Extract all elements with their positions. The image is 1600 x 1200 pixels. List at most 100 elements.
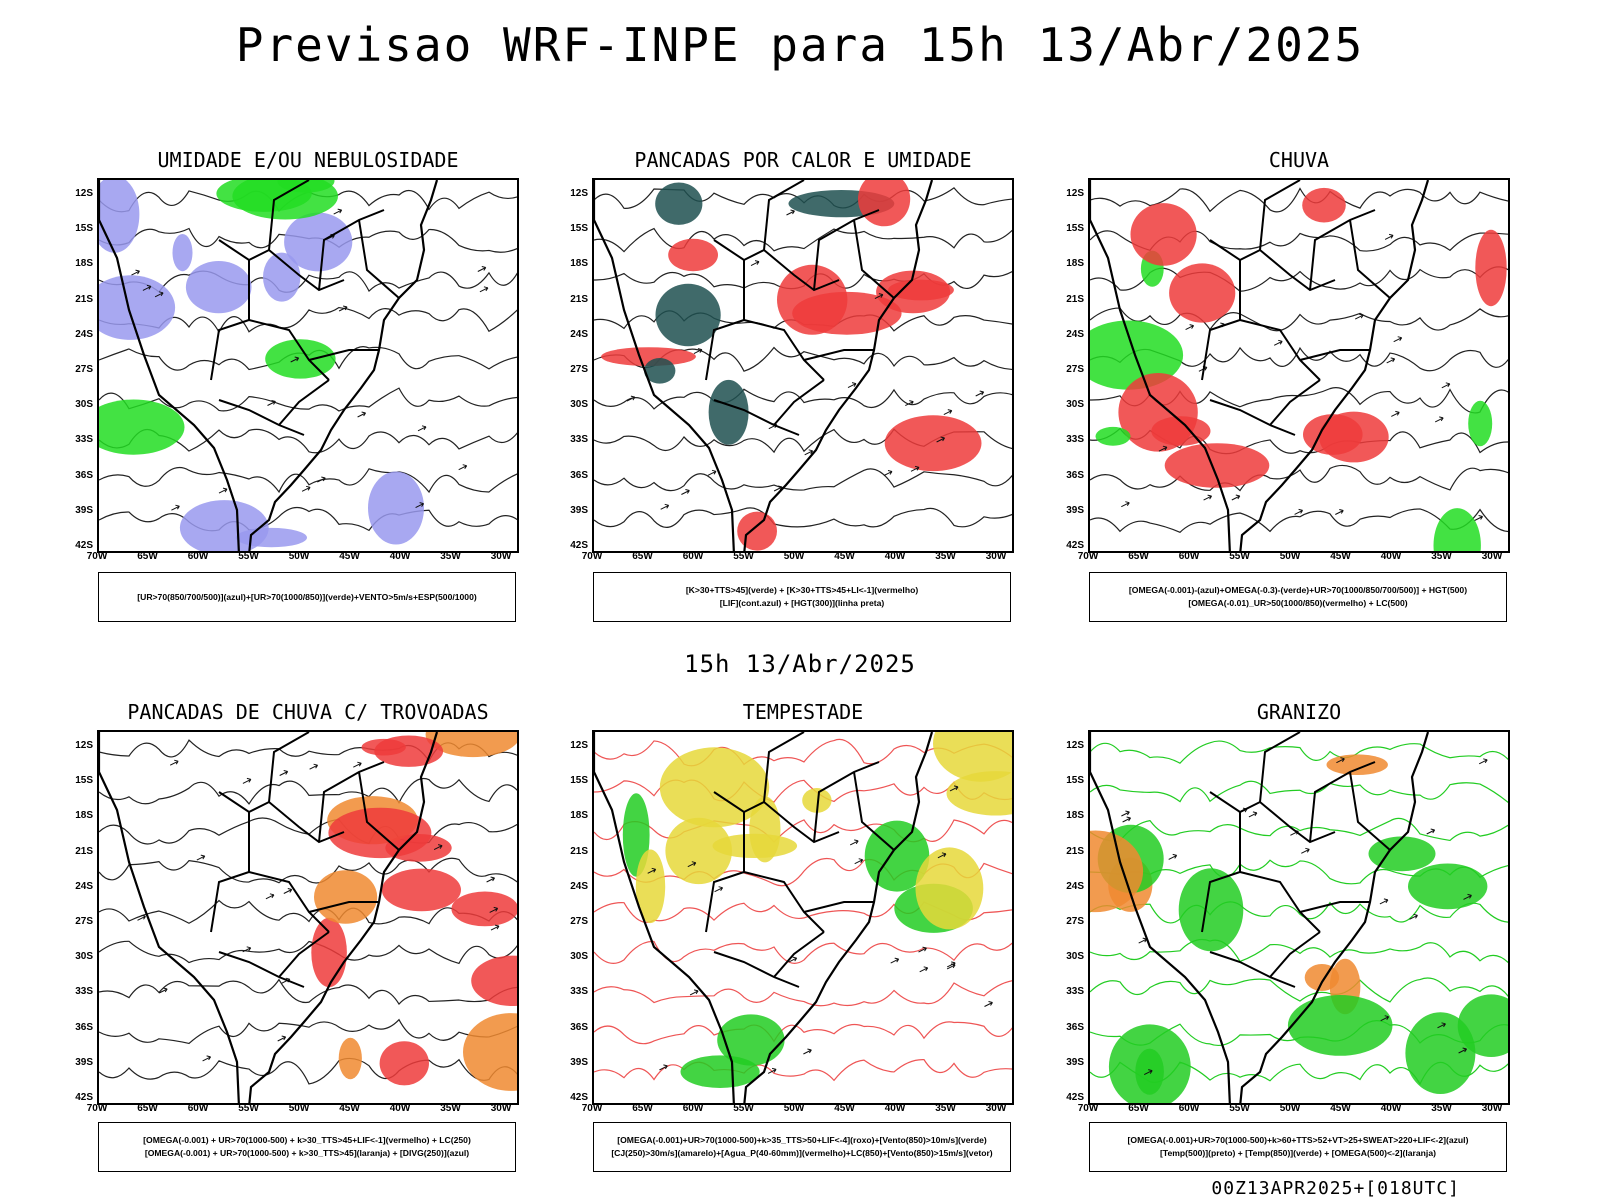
longitude-tick-label: 40W	[884, 1103, 906, 1114]
latitude-tick-label: 15S	[75, 775, 93, 787]
wind-vector	[433, 844, 443, 851]
field-area	[1475, 229, 1507, 307]
wind-vector	[131, 269, 140, 276]
latitude-tick-label: 30S	[570, 399, 588, 411]
field-area	[1130, 203, 1197, 266]
contour-line	[594, 388, 1012, 410]
field-area	[381, 868, 461, 912]
wind-vector	[1203, 494, 1213, 501]
field-area	[314, 870, 378, 924]
latitude-tick-label: 12S	[1066, 740, 1084, 751]
legend-line: [OMEGA(-0.001) + UR>70(1000-500) + k>30_…	[143, 1135, 471, 1145]
field-area	[1408, 863, 1488, 910]
wind-vector	[984, 1001, 993, 1007]
wind-vector	[946, 963, 956, 970]
wind-vector	[918, 946, 927, 953]
field-area	[232, 180, 338, 220]
wind-vector	[479, 286, 489, 293]
wind-vector	[936, 436, 946, 443]
field-area	[451, 891, 517, 927]
wind-vector	[242, 946, 252, 953]
contour-line	[1090, 307, 1508, 332]
panel-title: TEMPESTADE	[742, 700, 864, 724]
latitude-tick-label: 42S	[570, 540, 588, 551]
forecast-map	[97, 178, 519, 553]
latitude-tick-label: 27S	[1066, 364, 1084, 375]
contour-line	[99, 778, 517, 805]
contour-line	[594, 980, 1012, 1007]
field-area	[265, 339, 336, 379]
longitude-tick-label: 30W	[1481, 551, 1503, 562]
wind-vector	[804, 449, 814, 456]
longitude-tick-label: 40W	[884, 551, 906, 562]
longitude-tick-label: 50W	[783, 1103, 805, 1114]
contour-line	[594, 1021, 1012, 1045]
longitude-tick-label: 60W	[187, 1103, 209, 1114]
legend-line: [LIF](cont.azul) + [HGT(300)](linha pret…	[719, 598, 885, 608]
latitude-tick-label: 42S	[1066, 1092, 1084, 1103]
latitude-tick-label: 39S	[75, 504, 93, 516]
longitude-tick-label: 30W	[490, 1103, 512, 1114]
field-area	[876, 270, 951, 314]
map-canvas	[1090, 180, 1508, 551]
contour-line	[99, 466, 517, 494]
field-area	[601, 347, 696, 366]
wind-vector	[1185, 324, 1195, 331]
contour-line	[594, 227, 1012, 253]
latitude-tick-label: 36S	[1066, 1021, 1084, 1033]
latitude-tick-label: 36S	[75, 1021, 93, 1033]
wind-vector	[301, 485, 311, 492]
latitude-tick-label: 18S	[75, 810, 93, 822]
main-title: Previsao WRF-INPE para 15h 13/Abr/2025	[235, 18, 1365, 72]
longitude-tick-label: 70W	[86, 551, 108, 562]
field-area	[99, 399, 185, 455]
panel-title: UMIDADE E/OU NEBULOSIDADE	[157, 148, 459, 172]
latitude-tick-label: 39S	[75, 1056, 93, 1068]
longitude-tick-label: 35W	[935, 551, 956, 562]
latitude-tick-label: 15S	[570, 775, 588, 787]
contour-line	[99, 817, 517, 845]
longitude-tick-label: 70W	[1077, 551, 1099, 562]
wind-vector	[707, 469, 717, 476]
latitude-tick-label: 21S	[75, 845, 93, 857]
state-borders	[210, 180, 400, 436]
longitude-tick-label: 70W	[1077, 1103, 1099, 1114]
latitude-tick-label: 42S	[75, 540, 93, 551]
wind-vector	[486, 876, 496, 883]
contour-line	[1090, 464, 1508, 492]
panel-legend: [OMEGA(-0.001)-(azul)+OMEGA(-0.3)-(verde…	[1089, 572, 1507, 622]
longitude-tick-label: 45W	[339, 1103, 360, 1114]
longitude-tick-label: 40W	[1380, 551, 1402, 562]
field-area	[1326, 754, 1388, 775]
wind-vector	[659, 1064, 668, 1071]
wind-vector	[1426, 828, 1436, 835]
wind-vector	[1478, 758, 1488, 765]
latitude-tick-label: 39S	[570, 1056, 588, 1068]
latitude-tick-label: 18S	[75, 258, 93, 270]
wind-vector	[689, 989, 699, 996]
wind-vector	[169, 759, 179, 766]
longitude-tick-label: 40W	[1380, 1103, 1402, 1114]
forecast-map	[1088, 178, 1510, 553]
wind-vector	[1437, 1022, 1446, 1029]
wind-vector	[693, 348, 703, 355]
latitude-tick-label: 12S	[570, 740, 588, 751]
panel-title: GRANIZO	[1256, 700, 1342, 724]
wind-vector	[1458, 1047, 1468, 1054]
wind-vector	[1158, 445, 1168, 452]
longitude-tick-label: 35W	[440, 1103, 461, 1114]
field-area	[933, 732, 1012, 782]
wind-vector	[1294, 508, 1304, 515]
longitude-tick-label: 60W	[187, 551, 209, 562]
wind-vector	[1301, 847, 1310, 854]
panel-legend: [OMEGA(-0.001) + UR>70(1000-500) + k>30_…	[98, 1122, 516, 1172]
contour-line	[99, 899, 517, 925]
longitude-tick-label: 55W	[733, 551, 754, 562]
contour-line	[99, 857, 517, 884]
latitude-tick-label: 15S	[1066, 223, 1084, 235]
field-area	[1457, 994, 1508, 1057]
wind-vector	[1386, 357, 1396, 364]
latitude-tick-label: 15S	[75, 223, 93, 235]
field-area	[99, 275, 176, 340]
legend-line: [UR>70(850/700/500)](azul)+[UR>70(1000/8…	[137, 591, 477, 602]
